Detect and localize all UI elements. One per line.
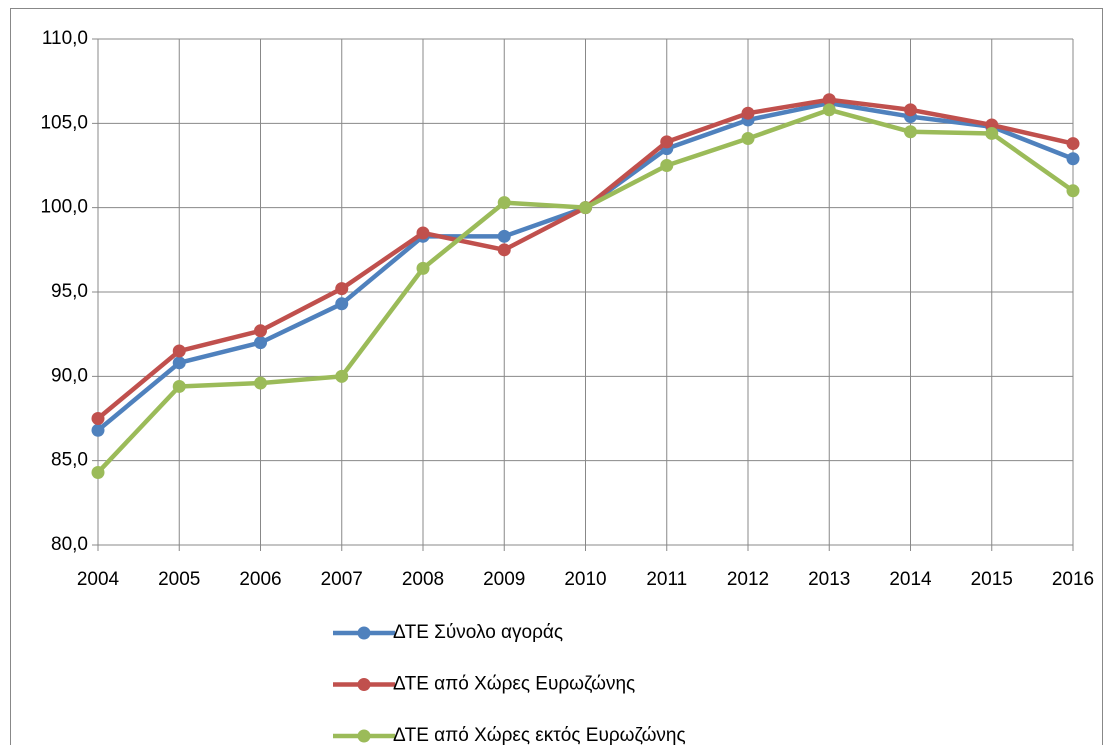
x-tick-label: 2007 (321, 569, 363, 590)
data-point (1066, 137, 1080, 151)
y-tick-label: 110,0 (42, 28, 88, 49)
legend-label: ΔΤΕ από Χώρες Ευρωζώνης (393, 674, 635, 695)
y-tick-label: 85,0 (51, 450, 88, 471)
x-tick-label: 2012 (727, 569, 769, 590)
y-tick-label: 105,0 (40, 112, 88, 133)
data-point (741, 106, 755, 120)
data-point (741, 132, 755, 146)
x-tick-label: 2011 (646, 569, 687, 590)
x-tick-label: 2016 (1052, 569, 1094, 590)
data-point (91, 412, 105, 425)
x-tick-label: 2015 (971, 569, 1013, 590)
data-point (1066, 152, 1080, 166)
data-point (497, 243, 511, 257)
data-point (416, 226, 430, 240)
data-point (254, 324, 267, 338)
y-tick-label: 100,0 (40, 197, 88, 218)
data-point (1066, 184, 1080, 198)
data-point (254, 376, 267, 390)
data-point (335, 369, 349, 383)
data-point (660, 135, 674, 149)
x-tick-label: 2004 (77, 569, 120, 590)
data-point (91, 423, 105, 437)
data-point (579, 201, 592, 215)
legend-label: ΔΤΕ από Χώρες εκτός Ευρωζώνης (393, 725, 686, 745)
x-tick-label: 2014 (889, 569, 932, 590)
data-point (416, 261, 430, 275)
x-tick-label: 2005 (158, 569, 200, 590)
data-point (904, 125, 917, 139)
data-point (172, 379, 186, 393)
y-tick-label: 95,0 (51, 281, 88, 302)
legend-marker (357, 678, 371, 691)
data-point (497, 229, 511, 243)
x-tick-label: 2013 (808, 569, 850, 590)
data-point (335, 282, 349, 296)
data-point (91, 465, 105, 479)
data-point (904, 103, 917, 117)
y-tick-label: 80,0 (51, 534, 88, 555)
legend-label: ΔΤΕ Σύνολο αγοράς (393, 622, 563, 643)
legend-marker (357, 729, 371, 743)
data-point (172, 344, 186, 358)
data-point (660, 159, 674, 172)
x-tick-label: 2009 (483, 569, 525, 590)
data-point (172, 356, 186, 370)
data-point (254, 336, 267, 350)
x-tick-label: 2010 (564, 569, 606, 590)
data-point (497, 196, 511, 210)
data-point (822, 93, 836, 107)
x-tick-label: 2008 (402, 569, 444, 590)
x-tick-label: 2006 (239, 569, 281, 590)
data-point (335, 297, 349, 311)
data-point (985, 126, 999, 140)
y-tick-label: 90,0 (51, 365, 88, 386)
legend-marker (357, 626, 371, 640)
data-point (822, 103, 836, 117)
